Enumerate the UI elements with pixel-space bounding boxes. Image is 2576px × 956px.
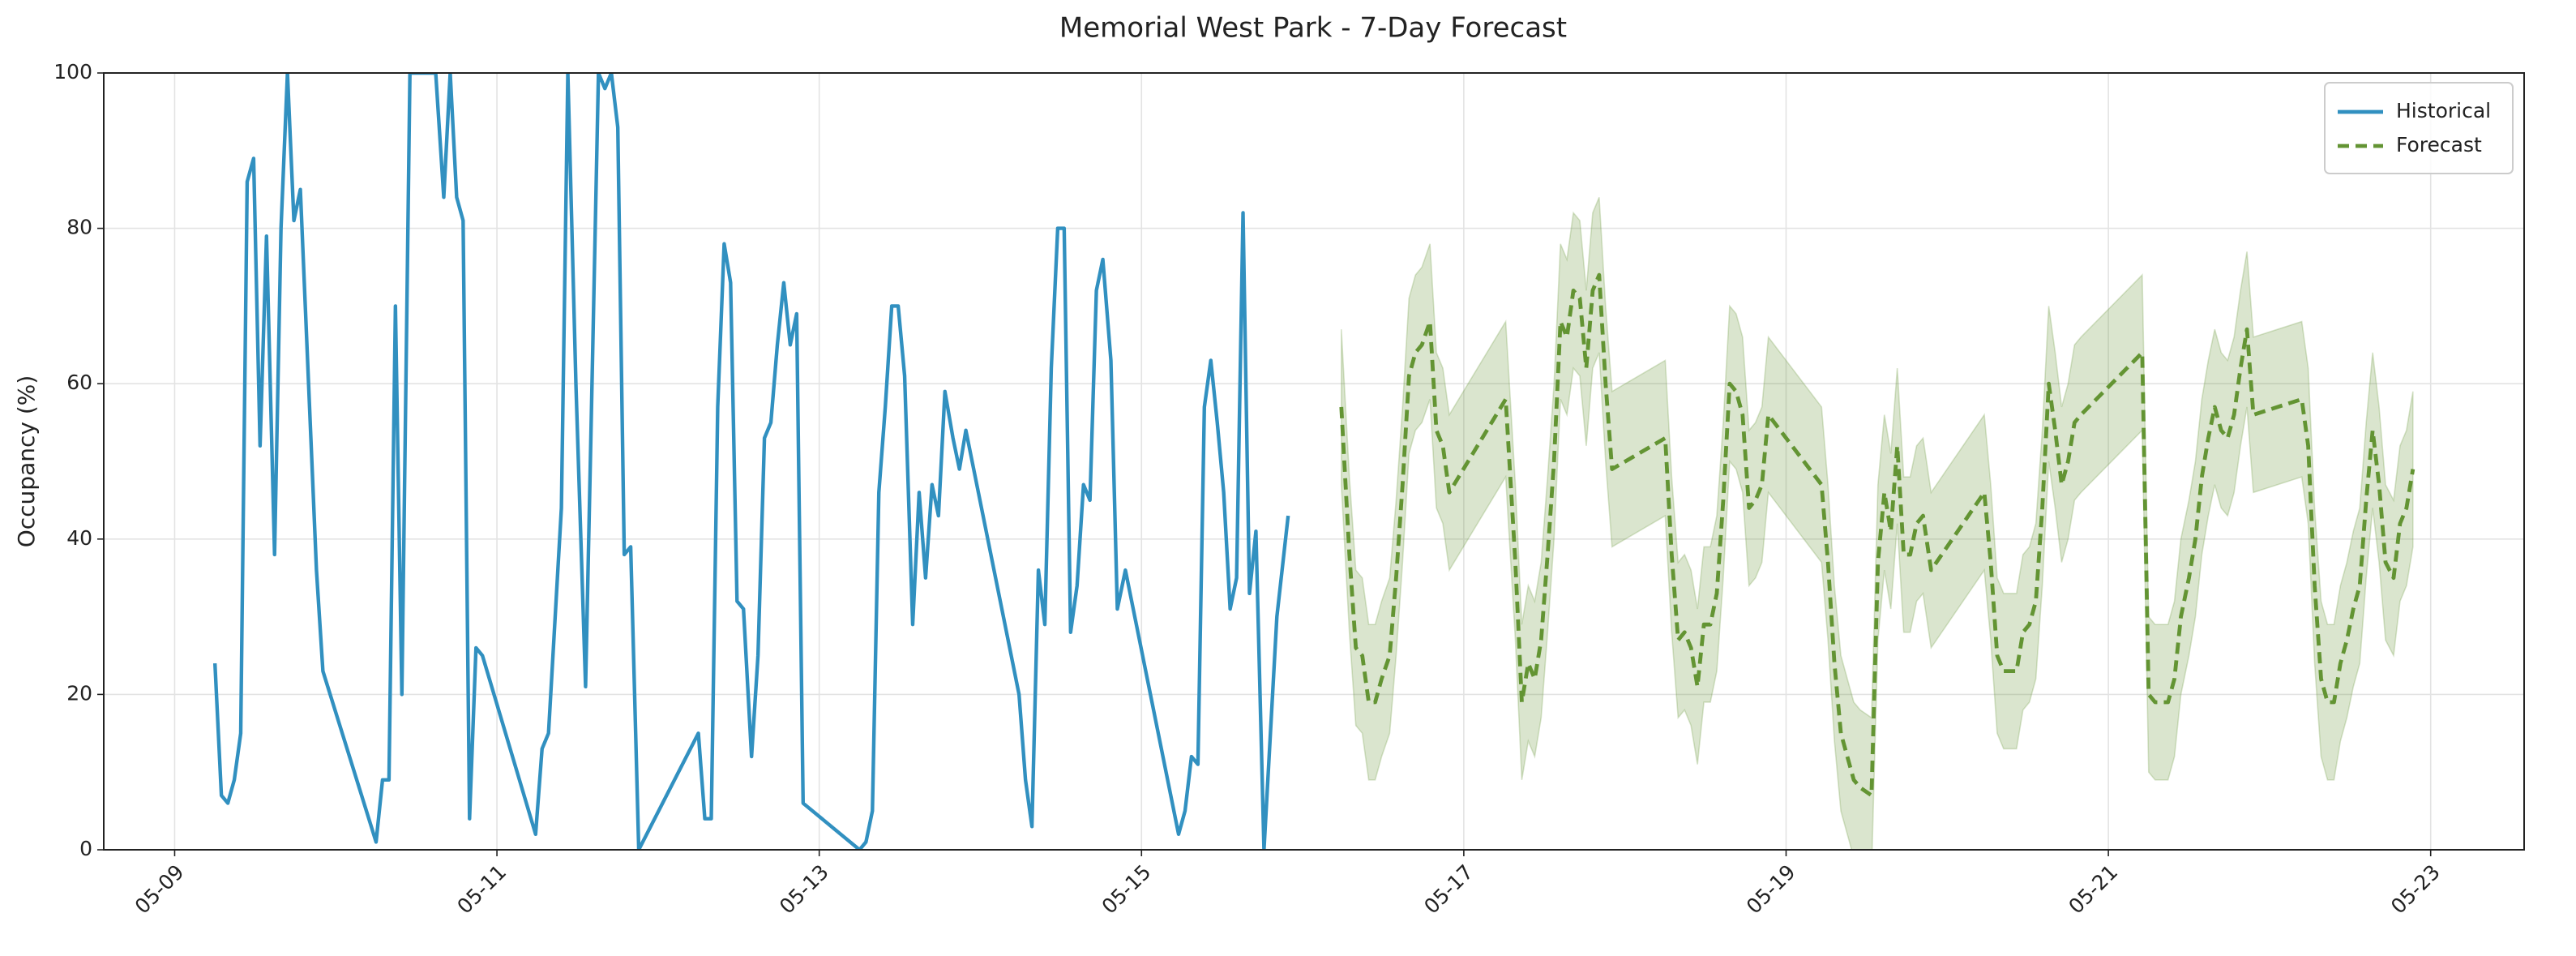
axes-frame — [103, 72, 2525, 851]
x-tick-label: 05-21 — [2064, 860, 2122, 919]
legend: Historical Forecast — [2324, 82, 2514, 174]
series-line — [212, 73, 1290, 850]
series-line — [1339, 272, 2416, 798]
y-tick-label: 20 — [66, 681, 92, 705]
y-tick-label: 40 — [66, 526, 92, 550]
y-tick-label: 100 — [53, 60, 92, 84]
chart-title: Memorial West Park - 7-Day Forecast — [1059, 12, 1567, 45]
x-tick-label: 05-13 — [775, 860, 833, 919]
x-tick-label: 05-17 — [1419, 860, 1478, 919]
y-axis-label: Occupancy (%) — [13, 375, 40, 548]
legend-label: Forecast — [2396, 133, 2482, 156]
legend-label: Historical — [2396, 99, 2491, 122]
x-tick-label: 05-19 — [1742, 860, 1800, 919]
x-tick-label: 05-09 — [131, 860, 189, 919]
x-tick-label: 05-23 — [2386, 860, 2445, 919]
y-tick-label: 60 — [66, 371, 92, 394]
plot-area — [212, 73, 2416, 850]
x-tick-label: 05-15 — [1098, 860, 1156, 919]
x-tick-label: 05-11 — [452, 860, 511, 919]
y-tick-label: 80 — [66, 216, 92, 239]
legend-box — [2324, 82, 2514, 174]
confidence-band — [1340, 196, 2414, 850]
y-tick-label: 0 — [79, 837, 92, 860]
